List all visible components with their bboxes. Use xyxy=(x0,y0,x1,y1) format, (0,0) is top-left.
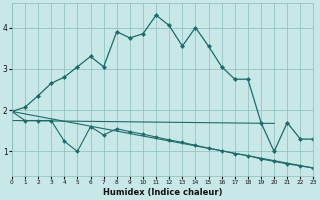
X-axis label: Humidex (Indice chaleur): Humidex (Indice chaleur) xyxy=(103,188,222,197)
